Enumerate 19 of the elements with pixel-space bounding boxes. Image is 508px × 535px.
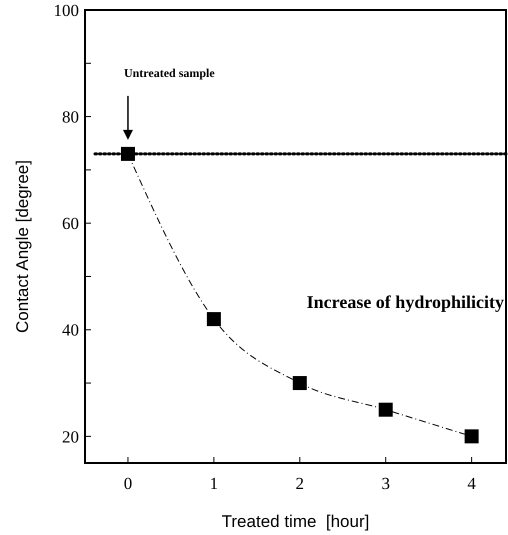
y-tick-label: 80 (62, 108, 79, 127)
y-tick-label: 20 (62, 427, 79, 446)
y-tick-label: 40 (62, 320, 79, 340)
point (378, 402, 393, 417)
annotation: Untreated sample (124, 66, 216, 80)
y-axis-title: Contact Angle [degree] (13, 160, 32, 333)
point (120, 146, 135, 161)
x-tick-label: 3 (381, 474, 390, 493)
x-tick-label: 0 (124, 474, 132, 493)
x-tick-label: 2 (296, 474, 304, 493)
point (206, 312, 221, 326)
x-tick-label: 4 (467, 474, 476, 493)
point (292, 376, 307, 390)
point (464, 429, 479, 444)
y-tick-label: 60 (62, 214, 79, 234)
x-axis-title: Treated time [hour] (222, 512, 370, 531)
annotation: Increase of hydrophilicity (306, 292, 504, 312)
x-tick-label: 1 (210, 474, 218, 493)
y-tick-label: 100 (54, 0, 79, 20)
